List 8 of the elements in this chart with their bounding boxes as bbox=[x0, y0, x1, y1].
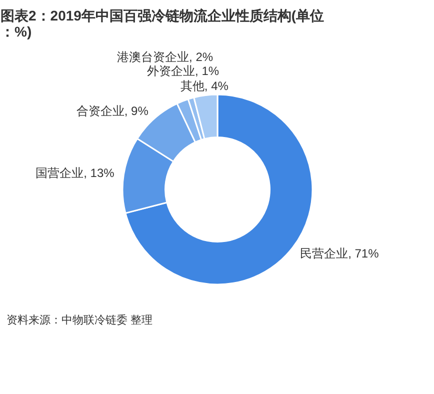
slice-label: 国营企业, 13% bbox=[36, 166, 115, 180]
slice-label: 合资企业, 9% bbox=[76, 104, 149, 118]
slice-label: 外资企业, 1% bbox=[147, 64, 220, 78]
slice-label: 港澳台资企业, 2% bbox=[117, 50, 214, 64]
text: 资料来源：中物联冷链委 整理 bbox=[6, 314, 153, 326]
slice-label: 民营企业, 71% bbox=[300, 246, 380, 261]
slice-label: 其他, 4% bbox=[180, 78, 229, 93]
chart-title: 图表2：2019年中国百强冷链物流企业性质结构(单位：%) bbox=[0, 8, 324, 40]
